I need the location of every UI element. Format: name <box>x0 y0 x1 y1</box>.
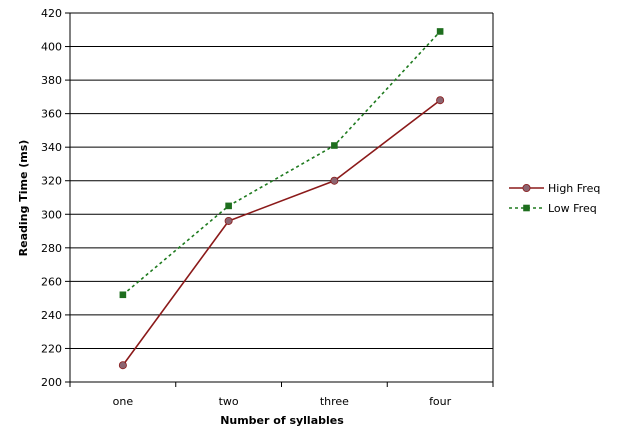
series-group <box>118 28 445 370</box>
y-tick-label: 220 <box>41 342 62 355</box>
y-tick-label: 340 <box>41 141 62 154</box>
y-tick-label: 420 <box>41 7 62 20</box>
data-point <box>118 361 127 370</box>
legend-label: Low Freq <box>548 202 597 215</box>
y-tick-label: 360 <box>41 108 62 121</box>
legend-marker <box>522 183 531 192</box>
legend-label: High Freq <box>548 182 600 195</box>
data-point <box>119 291 127 299</box>
y-tick-label: 400 <box>41 41 62 54</box>
y-axis-title: Reading Time (ms) <box>17 140 30 257</box>
x-tick-label: four <box>429 395 452 408</box>
data-point <box>331 142 338 149</box>
y-tick-label: 200 <box>41 376 62 389</box>
y-tick-label: 300 <box>41 208 62 221</box>
x-tick-label: two <box>219 395 239 408</box>
series-line <box>122 30 441 296</box>
data-point <box>436 28 444 35</box>
data-point <box>225 202 232 210</box>
x-axis-title: Number of syllables <box>220 414 344 427</box>
series-line <box>122 99 441 366</box>
x-tick-label: three <box>320 395 349 408</box>
y-tick-label: 380 <box>41 74 62 87</box>
y-tick-label: 280 <box>41 242 62 255</box>
data-point <box>224 216 233 225</box>
axes: 200 220 240 260 280 300 320 340 360 380 400 420 one t… <box>41 7 494 408</box>
y-tick-label: 260 <box>41 275 62 288</box>
legend-marker <box>523 204 530 212</box>
data-point <box>436 96 445 105</box>
y-tick-label: 240 <box>41 309 62 322</box>
x-tick-label: one <box>113 395 134 408</box>
y-tick-label: 320 <box>41 175 62 188</box>
gridlines <box>70 12 493 349</box>
legend: High Freq Low Freq <box>509 182 600 215</box>
data-point <box>330 176 339 185</box>
